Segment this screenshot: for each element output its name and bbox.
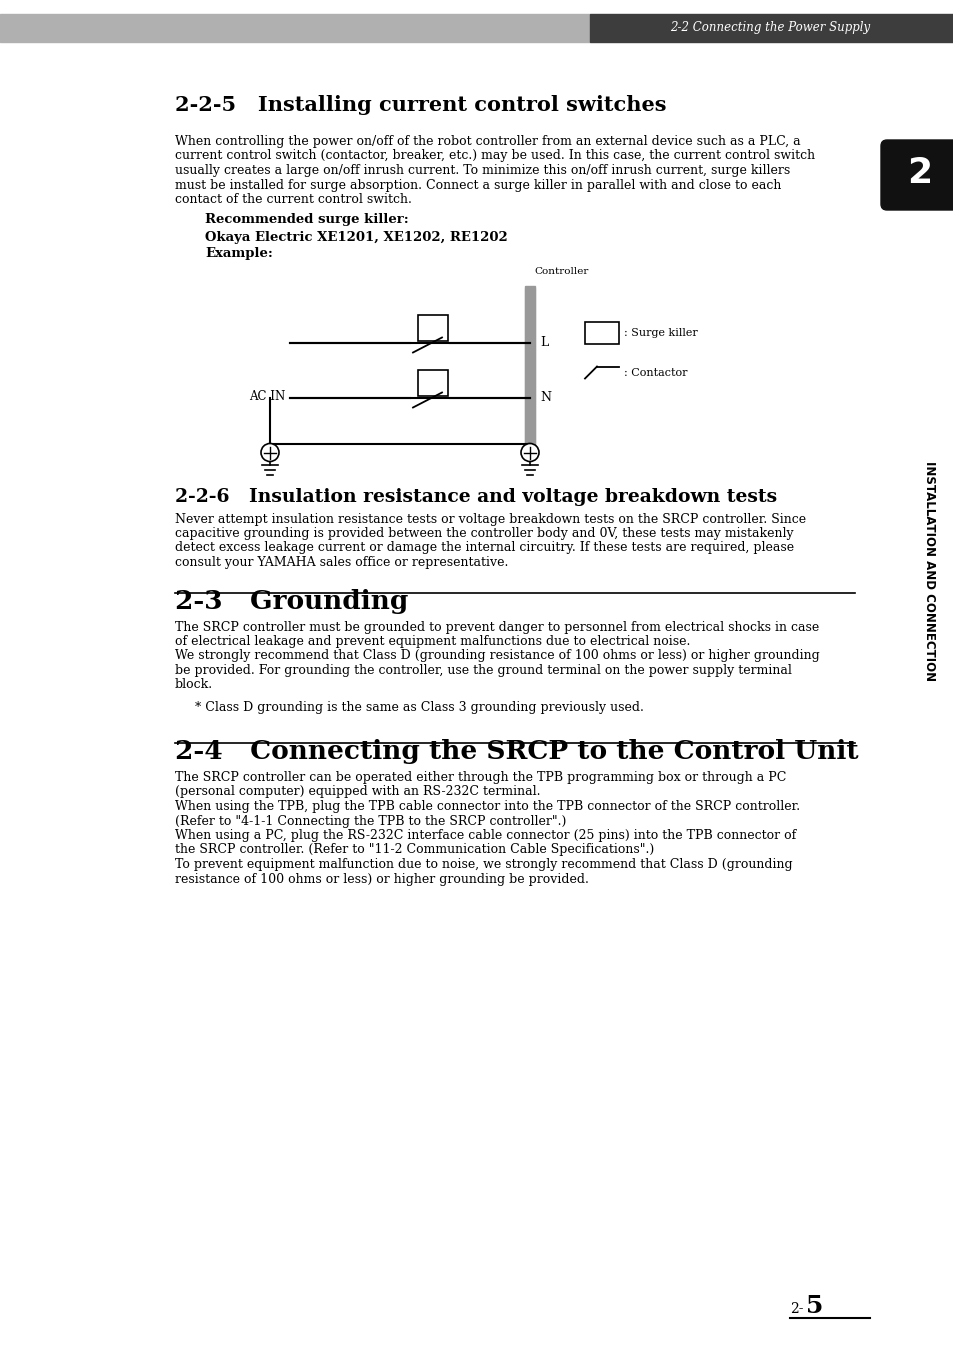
Text: When controlling the power on/off of the robot controller from an external devic: When controlling the power on/off of the… <box>174 135 800 149</box>
Bar <box>417 370 448 396</box>
Text: Example:: Example: <box>205 247 273 261</box>
Text: block.: block. <box>174 678 213 692</box>
Text: 2-2-5   Installing current control switches: 2-2-5 Installing current control switche… <box>174 95 666 115</box>
Text: the SRCP controller. (Refer to "11-2 Communication Cable Specifications".): the SRCP controller. (Refer to "11-2 Com… <box>174 843 654 857</box>
Text: 2-4   Connecting the SRCP to the Control Unit: 2-4 Connecting the SRCP to the Control U… <box>174 739 858 765</box>
Text: We strongly recommend that Class D (grounding resistance of 100 ohms or less) or: We strongly recommend that Class D (grou… <box>174 650 819 662</box>
Text: usually creates a large on/off inrush current. To minimize this on/off inrush cu: usually creates a large on/off inrush cu… <box>174 163 789 177</box>
Text: 2-2 Connecting the Power Supply: 2-2 Connecting the Power Supply <box>669 22 869 35</box>
Text: * Class D grounding is the same as Class 3 grounding previously used.: * Class D grounding is the same as Class… <box>194 701 643 713</box>
Text: 2-: 2- <box>789 1302 802 1316</box>
Bar <box>584 322 618 343</box>
Text: Recommended surge killer:: Recommended surge killer: <box>205 213 408 227</box>
Text: : Surge killer: : Surge killer <box>623 327 697 338</box>
Text: When using the TPB, plug the TPB cable connector into the TPB connector of the S: When using the TPB, plug the TPB cable c… <box>174 800 800 813</box>
Text: be provided. For grounding the controller, use the ground terminal on the power : be provided. For grounding the controlle… <box>174 663 791 677</box>
Text: 2: 2 <box>906 155 932 190</box>
Text: must be installed for surge absorption. Connect a surge killer in parallel with : must be installed for surge absorption. … <box>174 178 781 192</box>
Text: L: L <box>539 336 548 349</box>
Text: capacitive grounding is provided between the controller body and 0V, these tests: capacitive grounding is provided between… <box>174 527 793 540</box>
Circle shape <box>261 443 278 462</box>
Text: N: N <box>539 390 551 404</box>
Text: INSTALLATION AND CONNECTION: INSTALLATION AND CONNECTION <box>923 461 936 681</box>
Text: (Refer to "4-1-1 Connecting the TPB to the SRCP controller".): (Refer to "4-1-1 Connecting the TPB to t… <box>174 815 566 828</box>
Text: The SRCP controller can be operated either through the TPB programming box or th: The SRCP controller can be operated eith… <box>174 771 785 784</box>
Text: (personal computer) equipped with an RS-232C terminal.: (personal computer) equipped with an RS-… <box>174 785 540 798</box>
Bar <box>589 14 953 42</box>
Text: consult your YAMAHA sales office or representative.: consult your YAMAHA sales office or repr… <box>174 557 508 569</box>
Text: current control switch (contactor, breaker, etc.) may be used. In this case, the: current control switch (contactor, break… <box>174 150 814 162</box>
Text: 2-2-6   Insulation resistance and voltage breakdown tests: 2-2-6 Insulation resistance and voltage … <box>174 488 777 505</box>
Text: AC IN: AC IN <box>249 389 285 403</box>
Text: of electrical leakage and prevent equipment malfunctions due to electrical noise: of electrical leakage and prevent equipm… <box>174 635 690 648</box>
Text: To prevent equipment malfunction due to noise, we strongly recommend that Class : To prevent equipment malfunction due to … <box>174 858 792 871</box>
Text: Controller: Controller <box>534 267 588 277</box>
Text: : Contactor: : Contactor <box>623 367 687 377</box>
Text: 2-3   Grounding: 2-3 Grounding <box>174 589 408 613</box>
Bar <box>524 285 535 458</box>
Bar <box>0 14 589 42</box>
Text: detect excess leakage current or damage the internal circuitry. If these tests a: detect excess leakage current or damage … <box>174 542 793 554</box>
Text: The SRCP controller must be grounded to prevent danger to personnel from electri: The SRCP controller must be grounded to … <box>174 620 819 634</box>
Bar <box>417 315 448 340</box>
Circle shape <box>520 443 538 462</box>
Text: 5: 5 <box>805 1294 822 1319</box>
Text: contact of the current control switch.: contact of the current control switch. <box>174 193 412 205</box>
Text: resistance of 100 ohms or less) or higher grounding be provided.: resistance of 100 ohms or less) or highe… <box>174 873 588 885</box>
Text: When using a PC, plug the RS-232C interface cable connector (25 pins) into the T: When using a PC, plug the RS-232C interf… <box>174 830 796 842</box>
Text: Never attempt insulation resistance tests or voltage breakdown tests on the SRCP: Never attempt insulation resistance test… <box>174 512 805 526</box>
Text: Okaya Electric XE1201, XE1202, RE1202: Okaya Electric XE1201, XE1202, RE1202 <box>205 231 507 243</box>
FancyBboxPatch shape <box>880 141 953 209</box>
